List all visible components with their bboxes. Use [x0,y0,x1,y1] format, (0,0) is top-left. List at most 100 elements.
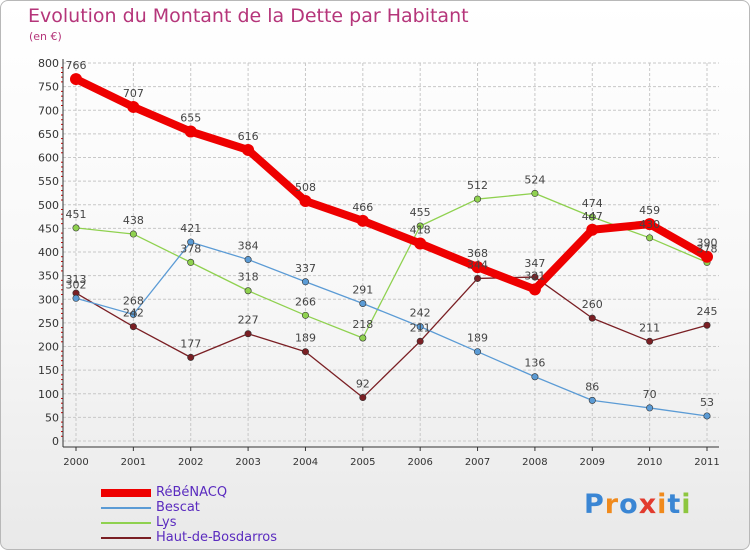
data-label-haut-de-bosdarros: 344 [467,258,488,271]
y-tick-label: 150 [38,364,59,377]
data-point-lys [244,287,252,295]
data-point-lys [301,311,309,319]
grid [63,62,719,442]
series-line-bescat [75,241,708,417]
data-label-lys: 524 [524,173,545,186]
data-point-lys [416,222,424,230]
data-label-bescat: 136 [524,357,545,370]
data-point-haut-de-bosdarros [359,394,367,402]
y-tick-label: 200 [38,341,59,354]
legend-swatch [101,536,151,539]
x-tick-label: 2003 [235,457,260,468]
legend-label: RéBéNACQ [156,485,228,500]
legend-swatch [101,521,151,524]
data-label-lys: 218 [352,318,373,331]
x-tick-label: 2010 [637,457,662,468]
legend-label: Bescat [156,500,200,515]
data-point-lys [531,189,539,197]
x-tick-label: 2006 [407,457,432,468]
data-point-haut-de-bosdarros [703,321,711,329]
data-point-lys [72,224,80,232]
data-label-r-b-nacq: 418 [410,223,431,236]
data-label-lys: 455 [410,206,431,219]
data-label-bescat: 268 [123,294,144,307]
logo-letter: t [667,489,682,520]
x-tick-label: 2011 [694,457,719,468]
y-tick-label: 500 [38,199,59,212]
series-points [70,73,713,420]
data-label-haut-de-bosdarros: 177 [180,337,201,350]
data-point-bescat [646,404,654,412]
logo-letter: r [604,489,620,520]
y-tick-label: 400 [38,246,59,259]
y-tick-label: 250 [38,317,59,330]
logo-letter: P [584,489,605,520]
data-label-r-b-nacq: 616 [238,130,259,143]
data-label-bescat: 86 [585,380,599,393]
x-tick-label: 2005 [350,457,375,468]
data-label-lys: 451 [66,208,87,221]
data-label-lys: 430 [639,218,660,231]
proxiti-logo: Proxiti [584,489,692,520]
logo-letter: i [681,489,692,520]
logo-letter: o [619,489,639,520]
data-point-r-b-nacq [242,143,255,156]
data-label-bescat: 421 [180,222,201,235]
data-label-bescat: 53 [700,396,714,409]
data-point-bescat [416,323,424,331]
data-point-bescat [531,373,539,381]
data-point-lys [474,195,482,203]
data-label-haut-de-bosdarros: 92 [356,378,370,391]
legend-label: Haut-de-Bosdarros [156,530,278,545]
data-point-r-b-nacq [414,237,427,250]
data-label-r-b-nacq: 466 [352,201,373,214]
data-point-r-b-nacq [184,125,197,138]
data-point-bescat [244,256,252,264]
data-label-bescat: 291 [352,284,373,297]
data-point-bescat [72,294,80,302]
data-point-r-b-nacq [70,73,82,86]
y-tick-label: 450 [38,222,59,235]
data-point-bescat [187,238,195,246]
data-label-r-b-nacq: 707 [123,87,144,100]
data-label-r-b-nacq: 447 [582,210,603,223]
data-point-bescat [301,278,309,286]
data-point-haut-de-bosdarros [474,274,482,282]
legend-swatch [101,506,151,509]
data-point-lys [359,334,367,342]
data-label-r-b-nacq: 390 [697,237,718,250]
data-label-lys: 438 [123,214,144,227]
x-tick-label: 2009 [580,457,605,468]
data-label-r-b-nacq: 508 [295,181,316,194]
data-label-bescat: 242 [410,307,431,320]
x-tick-label: 2004 [293,457,318,468]
series-line-lys [75,192,708,339]
data-point-r-b-nacq [701,250,713,263]
data-label-r-b-nacq: 766 [66,59,87,72]
y-tick-label: 800 [38,57,59,70]
data-label-lys: 512 [467,179,488,192]
data-point-haut-de-bosdarros [416,337,424,345]
data-label-r-b-nacq: 655 [180,112,201,125]
data-point-bescat [129,310,137,318]
data-label-lys: 378 [697,242,718,255]
data-label-haut-de-bosdarros: 313 [66,273,87,286]
data-point-lys [588,213,596,221]
y-tick-label: 750 [38,81,59,94]
data-label-haut-de-bosdarros: 242 [123,307,144,320]
data-label-bescat: 384 [238,240,259,253]
data-label-r-b-nacq: 321 [524,269,545,282]
data-label-haut-de-bosdarros: 211 [410,321,431,334]
data-label-haut-de-bosdarros: 260 [582,298,603,311]
data-label-haut-de-bosdarros: 245 [697,305,718,318]
data-label-bescat: 70 [643,388,657,401]
x-tick-label: 2001 [121,457,146,468]
data-point-haut-de-bosdarros [301,348,309,356]
data-point-haut-de-bosdarros [129,323,137,331]
data-label-r-b-nacq: 459 [639,204,660,217]
data-point-haut-de-bosdarros [646,337,654,345]
x-tick-label: 2002 [178,457,203,468]
chart-title: Evolution du Montant de la Dette par Hab… [28,5,469,27]
